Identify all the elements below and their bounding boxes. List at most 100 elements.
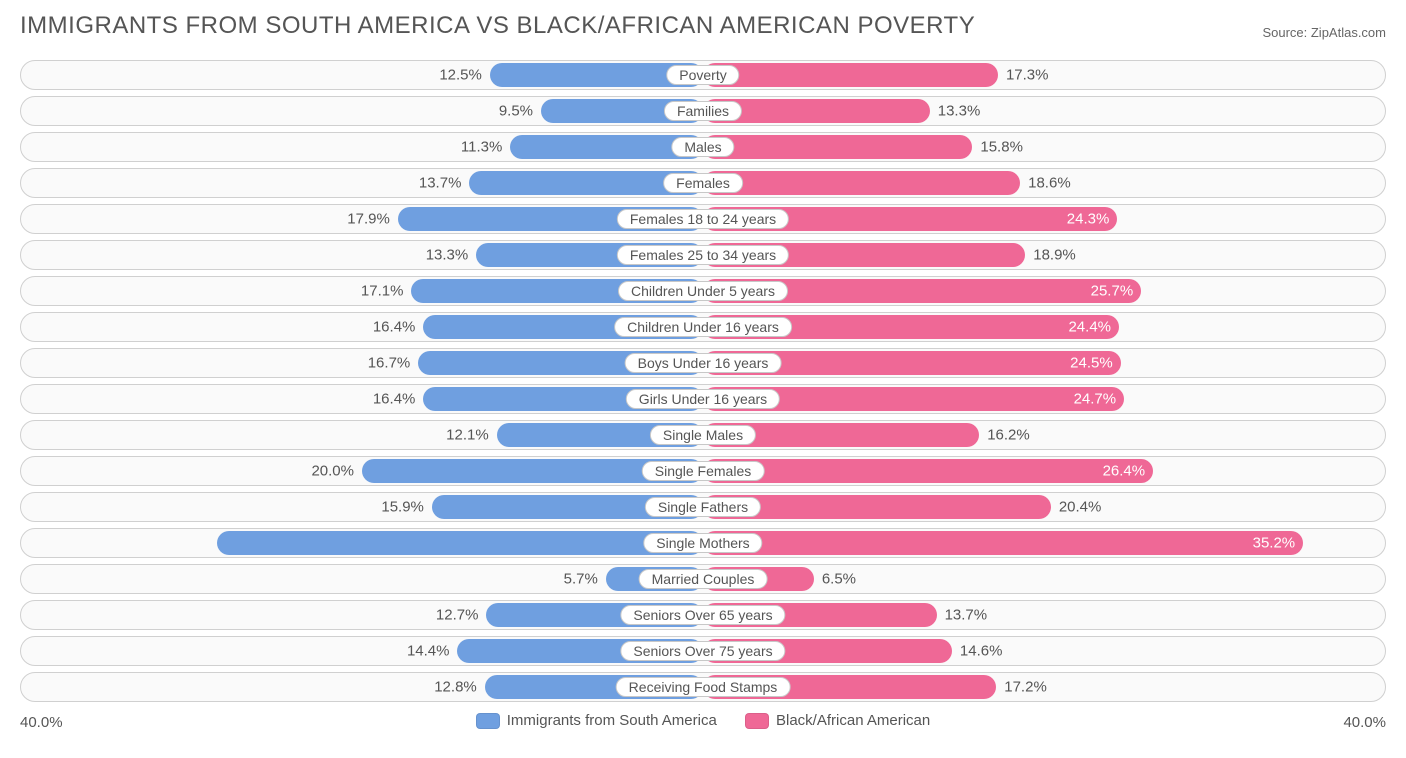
row-right-half: 16.2% (703, 421, 1385, 449)
row-left-half: 11.3% (21, 133, 703, 161)
category-label: Single Females (642, 461, 765, 481)
value-right: 16.2% (987, 427, 1030, 444)
value-left: 16.4% (373, 319, 416, 336)
chart-row: 11.3% 15.8% Males (20, 132, 1386, 162)
value-left: 16.4% (373, 391, 416, 408)
axis-max-right: 40.0% (1343, 714, 1386, 731)
value-left: 12.1% (446, 427, 489, 444)
axis-max-left: 40.0% (20, 714, 63, 731)
chart-legend: Immigrants from South America Black/Afri… (20, 712, 1386, 733)
source-name: ZipAtlas.com (1311, 25, 1386, 40)
chart-row: 17.1% 25.7% Children Under 5 years (20, 276, 1386, 306)
category-label: Receiving Food Stamps (616, 677, 791, 697)
value-right: 13.7% (945, 607, 988, 624)
value-right: 35.2% (1253, 535, 1296, 552)
value-left: 20.0% (311, 463, 354, 480)
value-right: 17.3% (1006, 67, 1049, 84)
chart-row: 9.5% 13.3% Families (20, 96, 1386, 126)
chart-row: 13.3% 18.9% Females 25 to 34 years (20, 240, 1386, 270)
value-left: 16.7% (368, 355, 411, 372)
category-label: Married Couples (639, 569, 768, 589)
row-right-half: 35.2% (703, 529, 1385, 557)
row-right-half: 24.5% (703, 349, 1385, 377)
row-left-half: 9.5% (21, 97, 703, 125)
chart-title: IMMIGRANTS FROM SOUTH AMERICA VS BLACK/A… (20, 12, 975, 40)
value-right: 17.2% (1004, 679, 1047, 696)
row-left-half: 5.7% (21, 565, 703, 593)
value-right: 18.6% (1028, 175, 1071, 192)
row-right-half: 6.5% (703, 565, 1385, 593)
value-right: 26.4% (1103, 463, 1146, 480)
chart-row: 15.9%20.4%Single Fathers (20, 492, 1386, 522)
legend-label-left: Immigrants from South America (507, 712, 717, 729)
value-right: 24.5% (1070, 355, 1113, 372)
row-right-half: 14.6% (703, 637, 1385, 665)
value-right: 18.9% (1033, 247, 1076, 264)
value-left: 5.7% (564, 571, 598, 588)
value-left: 13.3% (426, 247, 469, 264)
row-left-half: 12.8% (21, 673, 703, 701)
value-left: 12.8% (434, 679, 477, 696)
legend-label-right: Black/African American (776, 712, 930, 729)
chart-footer: 40.0% Immigrants from South America Blac… (20, 712, 1386, 733)
value-right: 13.3% (938, 103, 981, 120)
category-label: Single Mothers (643, 533, 762, 553)
legend-item-left: Immigrants from South America (476, 712, 717, 729)
row-right-half: 17.3% (703, 61, 1385, 89)
value-right: 15.8% (980, 139, 1023, 156)
value-right: 24.7% (1074, 391, 1117, 408)
category-label: Males (671, 137, 734, 157)
row-left-half: 16.4% (21, 385, 703, 413)
value-left: 13.7% (419, 175, 462, 192)
chart-row: 14.4% 14.6%Seniors Over 75 years (20, 636, 1386, 666)
value-right: 25.7% (1091, 283, 1134, 300)
category-label: Children Under 16 years (614, 317, 792, 337)
category-label: Females 25 to 34 years (617, 245, 789, 265)
chart-row: 12.5%17.3%Poverty (20, 60, 1386, 90)
row-right-half: 26.4% (703, 457, 1385, 485)
legend-swatch-right (745, 713, 769, 729)
row-right-half: 15.8% (703, 133, 1385, 161)
chart-row: 12.1%16.2%Single Males (20, 420, 1386, 450)
legend-item-right: Black/African American (745, 712, 930, 729)
row-left-half: 20.0% (21, 457, 703, 485)
value-right: 24.3% (1067, 211, 1110, 228)
chart-row: 17.9% 24.3% Females 18 to 24 years (20, 204, 1386, 234)
bar-right (703, 135, 972, 159)
row-left-half: 12.5% (21, 61, 703, 89)
row-right-half: 18.9% (703, 241, 1385, 269)
value-right: 6.5% (822, 571, 856, 588)
chart-row: 12.8% 17.2% Receiving Food Stamps (20, 672, 1386, 702)
bar-left: 28.5% (217, 531, 703, 555)
value-left: 15.9% (381, 499, 424, 516)
row-left-half: 14.4% (21, 637, 703, 665)
category-label: Children Under 5 years (618, 281, 788, 301)
row-right-half: 17.2% (703, 673, 1385, 701)
value-left: 9.5% (499, 103, 533, 120)
bar-right: 35.2% (703, 531, 1303, 555)
category-label: Families (664, 101, 742, 121)
legend-swatch-left (476, 713, 500, 729)
category-label: Boys Under 16 years (625, 353, 782, 373)
value-left: 17.9% (347, 211, 390, 228)
row-right-half: 18.6% (703, 169, 1385, 197)
chart-row: 28.5% 35.2% Single Mothers (20, 528, 1386, 558)
chart-row: 16.4%24.4%Children Under 16 years (20, 312, 1386, 342)
row-right-half: 20.4% (703, 493, 1385, 521)
bar-right: 26.4% (703, 459, 1153, 483)
chart-header: IMMIGRANTS FROM SOUTH AMERICA VS BLACK/A… (20, 12, 1386, 40)
value-right: 20.4% (1059, 499, 1102, 516)
category-label: Females 18 to 24 years (617, 209, 789, 229)
row-left-half: 28.5% (21, 529, 703, 557)
value-left: 14.4% (407, 643, 450, 660)
row-left-half: 12.7% (21, 601, 703, 629)
row-left-half: 16.7% (21, 349, 703, 377)
chart-source: Source: ZipAtlas.com (1262, 25, 1386, 40)
value-left: 17.1% (361, 283, 404, 300)
category-label: Seniors Over 75 years (620, 641, 785, 661)
value-left: 11.3% (461, 139, 502, 156)
chart-row: 16.4%24.7%Girls Under 16 years (20, 384, 1386, 414)
source-prefix: Source: (1262, 25, 1310, 40)
category-label: Seniors Over 65 years (620, 605, 785, 625)
category-label: Females (663, 173, 743, 193)
